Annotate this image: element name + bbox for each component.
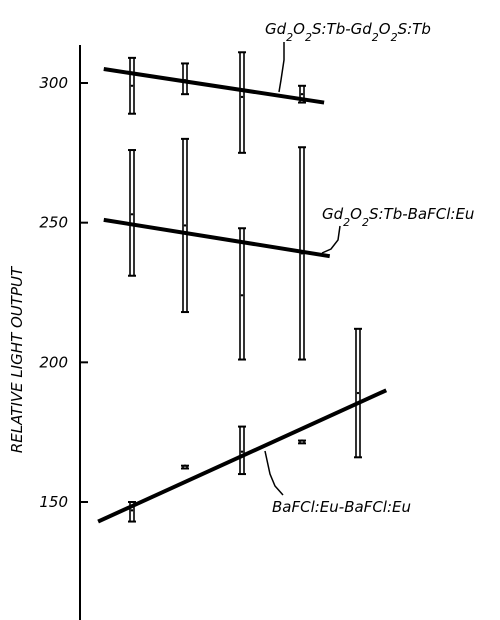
data-point (130, 213, 134, 216)
series-label: BaFCl:Eu-BaFCl:Eu (272, 498, 411, 516)
data-point (356, 391, 360, 395)
data-point (240, 294, 244, 297)
trend-line (103, 67, 325, 105)
data-point (183, 224, 187, 227)
data-point (240, 450, 244, 453)
data-point (300, 92, 304, 96)
error-bars (128, 51, 362, 523)
data-point (130, 84, 134, 87)
y-tick-label: 150 (39, 493, 68, 511)
error-bar (128, 56, 136, 115)
error-bar (238, 227, 246, 361)
error-bar (238, 51, 246, 154)
data-point (300, 439, 304, 442)
error-bar (181, 62, 189, 96)
error-bar (181, 137, 189, 314)
series-leader-line (321, 225, 341, 254)
y-tick-label: 250 (39, 214, 68, 232)
y-tick-label: 300 (39, 74, 68, 92)
error-bar (128, 149, 136, 277)
y-tick-label: 200 (39, 353, 68, 371)
trend-line (97, 388, 388, 524)
trend-lines (97, 67, 388, 524)
y-axis-title: RELATIVE LIGHT OUTPUT (8, 265, 26, 453)
error-bar (298, 439, 306, 445)
trend-line (103, 217, 331, 259)
data-point (130, 509, 134, 512)
error-bar (181, 464, 189, 470)
series-label: Gd2O2S:Tb-Gd2O2S:Tb (265, 20, 431, 44)
series-label: Gd2O2S:Tb-BaFCl:Eu (322, 205, 474, 229)
series-labels: Gd2O2S:Tb-Gd2O2S:Tb Gd2O2S:Tb-BaFCl:Eu BaF… (264, 20, 474, 516)
data-point (240, 95, 244, 99)
error-bar (354, 327, 362, 459)
error-bar (238, 425, 246, 476)
data-point (183, 464, 187, 467)
y-ticks: 150 200 250 300 (39, 74, 88, 511)
series-leader-line (264, 450, 284, 496)
series-leader-line (278, 42, 285, 93)
